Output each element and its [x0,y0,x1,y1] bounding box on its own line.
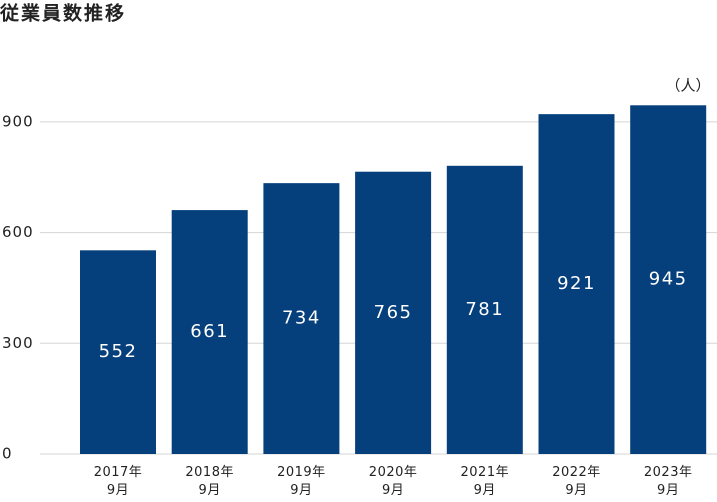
value-label: 552 [99,341,138,362]
bar [171,210,248,454]
bar [263,183,340,455]
unit-label: （人） [665,77,710,95]
bar [538,114,615,454]
value-label: 781 [465,299,504,320]
bar [80,250,156,454]
y-tick-label: 600 [2,223,34,241]
value-label: 661 [190,321,229,342]
x-tick-label: 2017年 9月 [93,465,143,498]
bar [355,171,432,454]
x-tick-label: 2020年 9月 [368,465,418,498]
value-label: 945 [649,269,688,290]
value-label: 921 [557,273,596,294]
y-tick-label: 300 [2,334,34,352]
x-tick-label: 2023年 9月 [643,465,693,498]
bar [630,105,707,455]
y-tick-label: 0 [2,445,13,463]
value-label: 734 [282,308,321,329]
y-tick-label: 900 [2,112,34,130]
x-tick-label: 2022年 9月 [552,465,601,498]
chart-title: 従業員数推移 [0,2,126,25]
value-label: 765 [374,302,413,323]
x-tick-label: 2019年 9月 [277,465,326,498]
x-tick-label: 2021年 9月 [460,465,510,498]
x-tick-label: 2018年 9月 [185,465,234,498]
bar [446,165,523,454]
